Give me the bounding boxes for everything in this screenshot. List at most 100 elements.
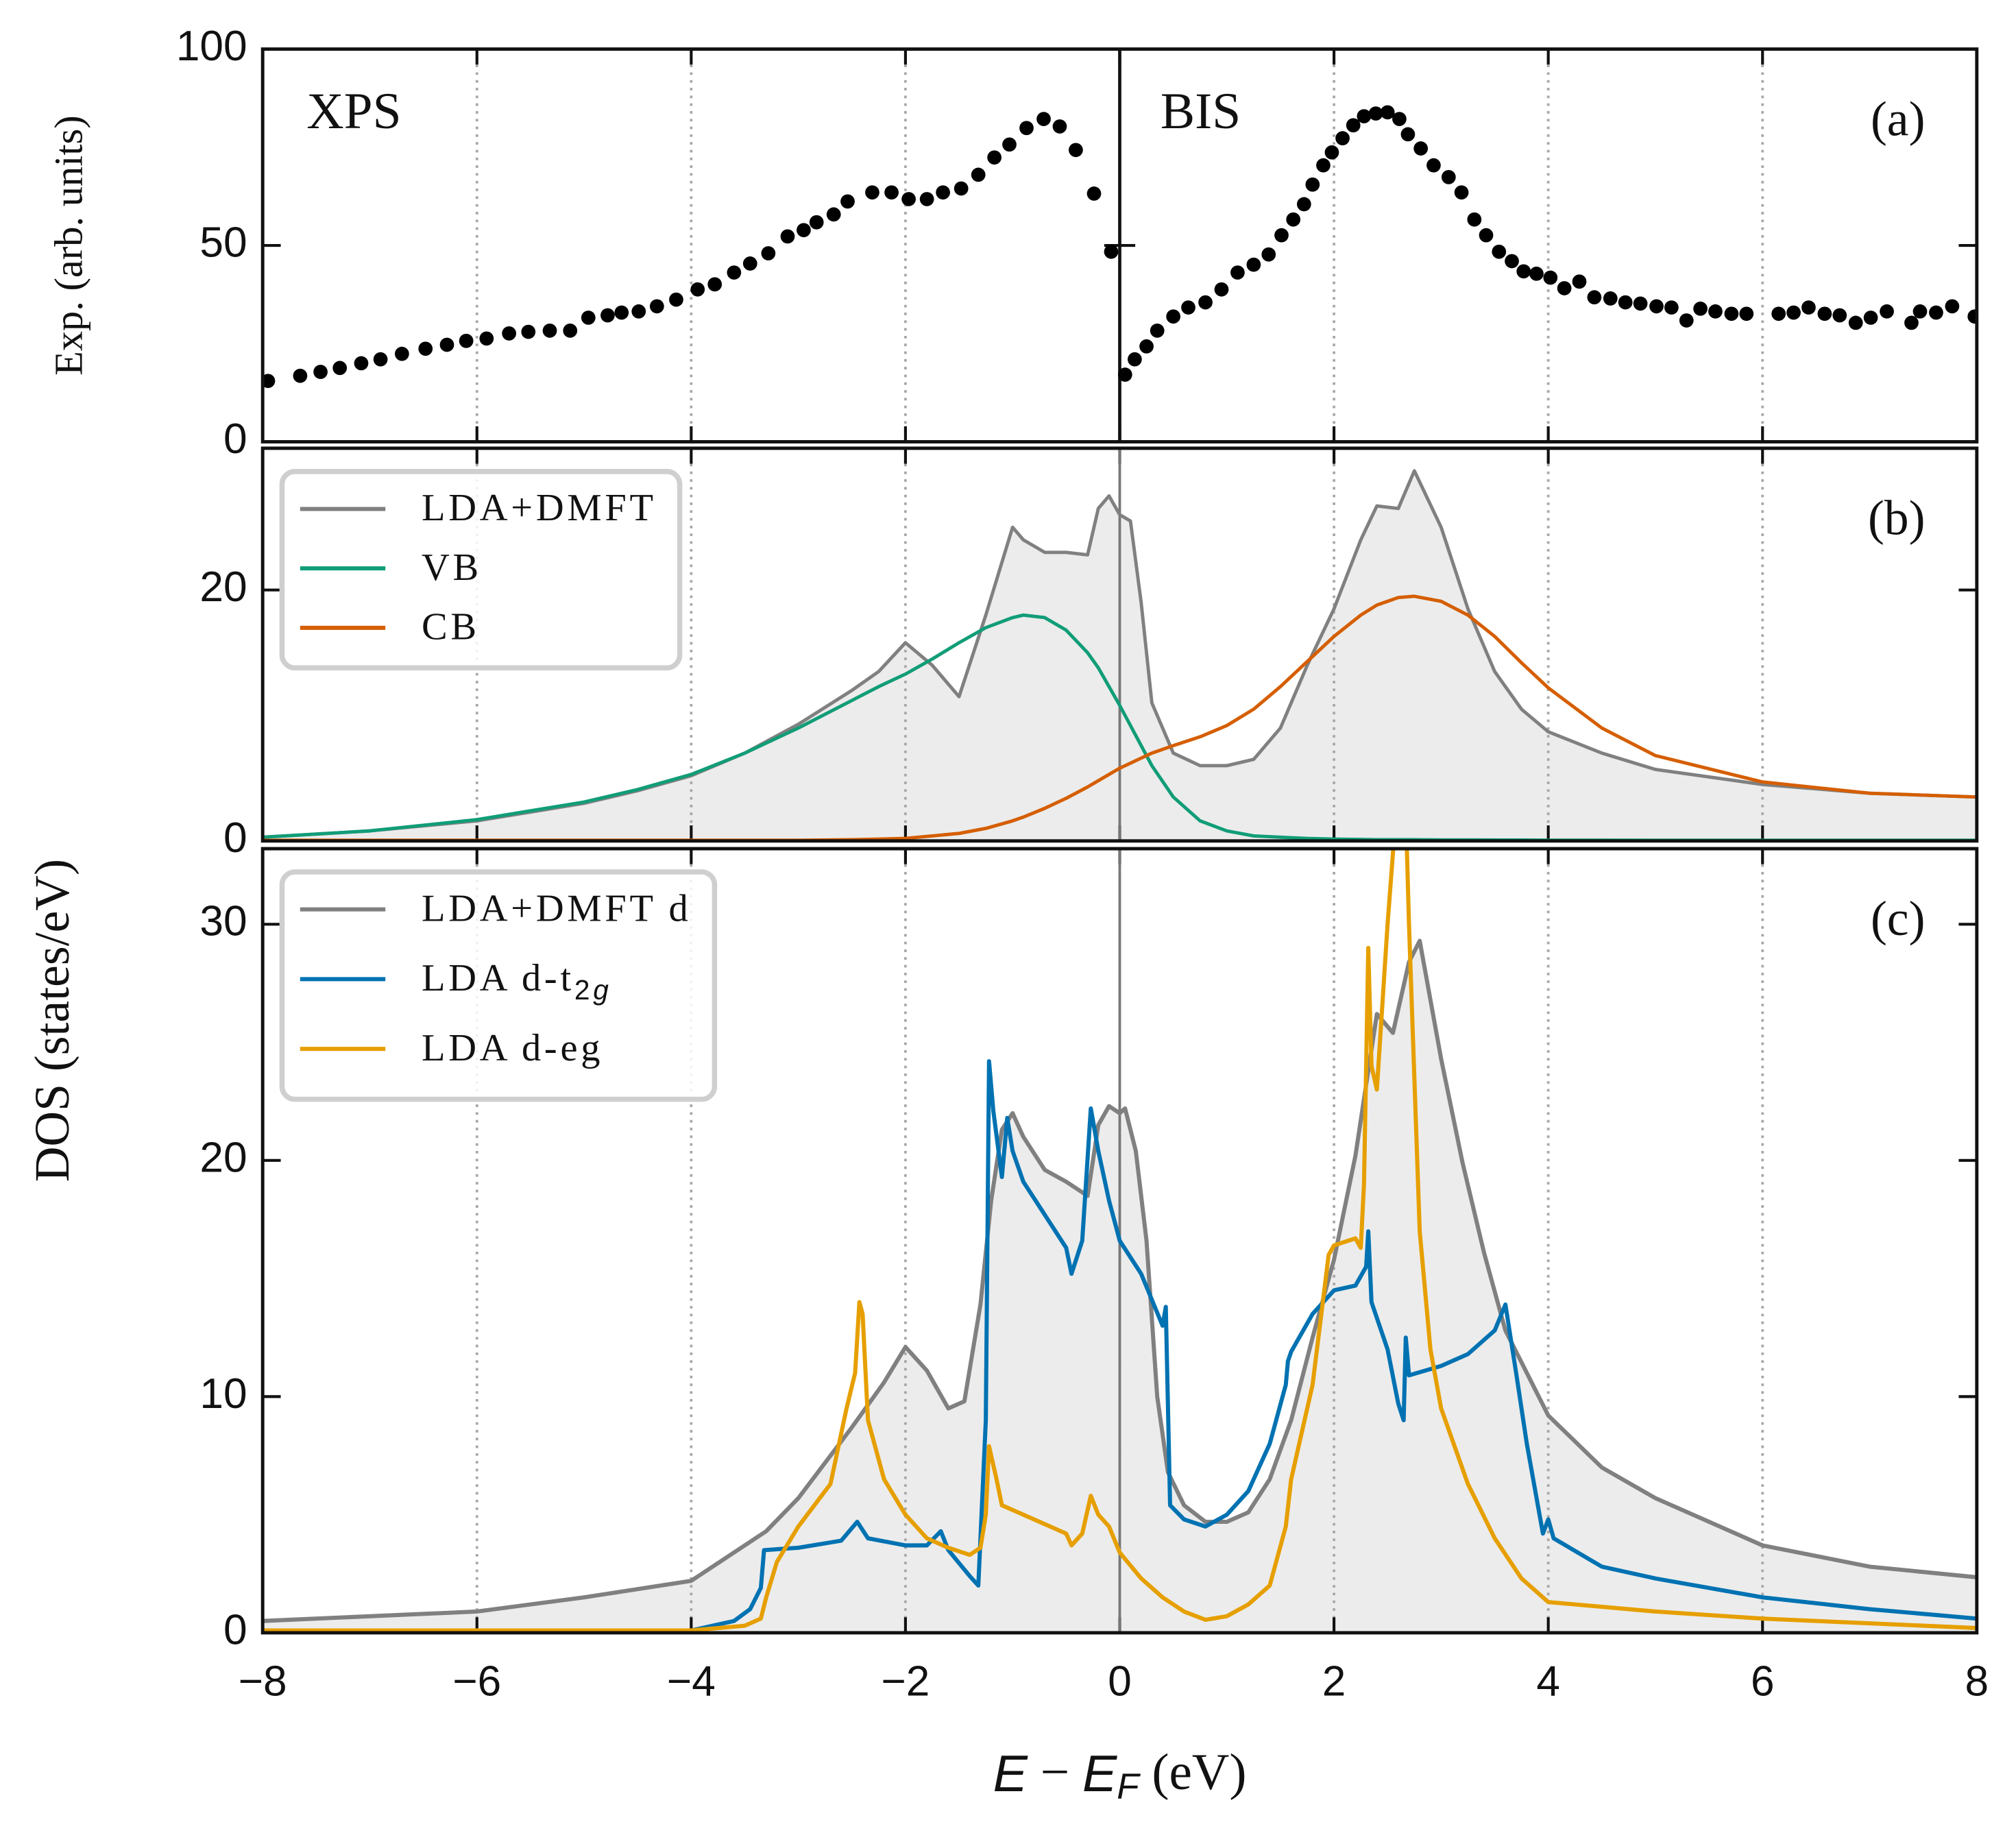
data-point <box>1967 309 1977 324</box>
data-point <box>1572 274 1587 289</box>
data-point <box>418 341 433 356</box>
legend: LDA+DMFT VB CB <box>279 469 683 671</box>
legend-label: VB <box>422 546 482 589</box>
data-point <box>439 337 454 352</box>
data-point <box>1543 270 1558 285</box>
data-point <box>1019 121 1034 136</box>
data-point <box>1693 301 1708 316</box>
y-tick-label: 0 <box>223 814 247 862</box>
frame <box>260 446 1979 843</box>
data-point <box>690 282 705 297</box>
data-point <box>1036 112 1051 126</box>
y-tick-label: 100 <box>176 23 247 70</box>
data-point <box>600 308 615 323</box>
data-point <box>826 207 841 222</box>
data-point <box>936 185 950 200</box>
data-point <box>649 299 664 314</box>
data-point <box>1104 244 1119 259</box>
data <box>263 105 1977 389</box>
panel-label: (c) <box>1871 892 1925 946</box>
data-point <box>631 304 646 319</box>
y-axis-label: Exp. (arb. units) <box>47 115 91 376</box>
legend: LDA+DMFT d LDA d-t2g LDA d-eg <box>279 869 718 1102</box>
data-point <box>1880 304 1894 319</box>
data-point <box>669 292 683 307</box>
data-point <box>1261 247 1276 262</box>
data-point <box>987 150 1002 165</box>
y-tick-label: 10 <box>199 1370 247 1418</box>
data-point <box>840 194 855 209</box>
annotation: XPS <box>306 83 401 140</box>
data-point <box>884 185 899 200</box>
legend-box <box>279 469 683 671</box>
data-point <box>1904 315 1919 330</box>
y-axis-label: DOS (states/eV) <box>25 859 80 1182</box>
data-point <box>761 246 776 260</box>
data-point <box>479 331 494 346</box>
annotation: BIS <box>1161 83 1241 140</box>
data-point <box>354 356 369 371</box>
legend-label: LDA d-t2g <box>422 957 612 1006</box>
data-point <box>1529 266 1544 281</box>
data-point <box>1286 212 1301 227</box>
data-point <box>1139 339 1154 354</box>
x-tick-label: 6 <box>1751 1658 1775 1705</box>
data-point <box>1426 158 1441 173</box>
frame <box>260 47 1979 444</box>
data-point <box>1863 311 1878 325</box>
data-point <box>1479 228 1494 243</box>
data-point <box>313 365 328 379</box>
x-tick-label: −8 <box>239 1658 287 1705</box>
data-point <box>727 265 742 280</box>
data-point <box>1649 299 1664 314</box>
data-point <box>521 324 536 339</box>
data-point <box>971 167 986 182</box>
data-point <box>1117 367 1132 382</box>
data-point <box>919 192 934 206</box>
data-point <box>1587 290 1602 305</box>
data-point <box>1305 177 1320 192</box>
y-tick-label: 0 <box>223 415 247 463</box>
data-point <box>1708 304 1723 319</box>
legend-label: LDA+DMFT d <box>422 887 692 930</box>
data-point <box>1316 158 1331 173</box>
data-point <box>1505 254 1519 269</box>
data-point <box>614 305 629 320</box>
legend-label: LDA+DMFT <box>422 487 657 529</box>
data-point <box>263 374 276 389</box>
y-tick-label: 20 <box>199 1134 247 1181</box>
data-point <box>1357 109 1372 123</box>
data-point <box>1516 264 1531 279</box>
data-point <box>1128 352 1142 367</box>
data-point <box>1771 306 1786 321</box>
data-point <box>1214 282 1229 297</box>
data-point <box>954 181 969 196</box>
data-point <box>865 185 879 200</box>
data <box>263 849 1977 1633</box>
data-point <box>373 352 388 367</box>
data-point <box>563 323 578 338</box>
data-point <box>1832 308 1847 323</box>
data-point <box>1400 127 1416 142</box>
data-point <box>1413 141 1429 156</box>
data-point <box>1618 295 1633 310</box>
data-point <box>1086 186 1102 201</box>
data-point <box>901 192 916 206</box>
data-point <box>1441 169 1456 184</box>
data-point <box>1467 212 1482 227</box>
data-point <box>1739 306 1754 321</box>
data-point <box>1786 305 1801 320</box>
x-tick-label: 0 <box>1108 1658 1132 1705</box>
line <box>263 938 1977 1623</box>
y-tick-label: 50 <box>199 219 247 266</box>
data-point <box>1198 295 1213 310</box>
data-point <box>1230 265 1245 280</box>
x-tick-label: −2 <box>881 1658 930 1705</box>
data-point <box>1324 145 1339 160</box>
y-tick-label: 0 <box>223 1606 247 1653</box>
x-axis-label: E − EF (eV) <box>993 1744 1247 1807</box>
data-point <box>1296 197 1311 212</box>
grid <box>261 47 1978 444</box>
data-point <box>1052 119 1067 134</box>
